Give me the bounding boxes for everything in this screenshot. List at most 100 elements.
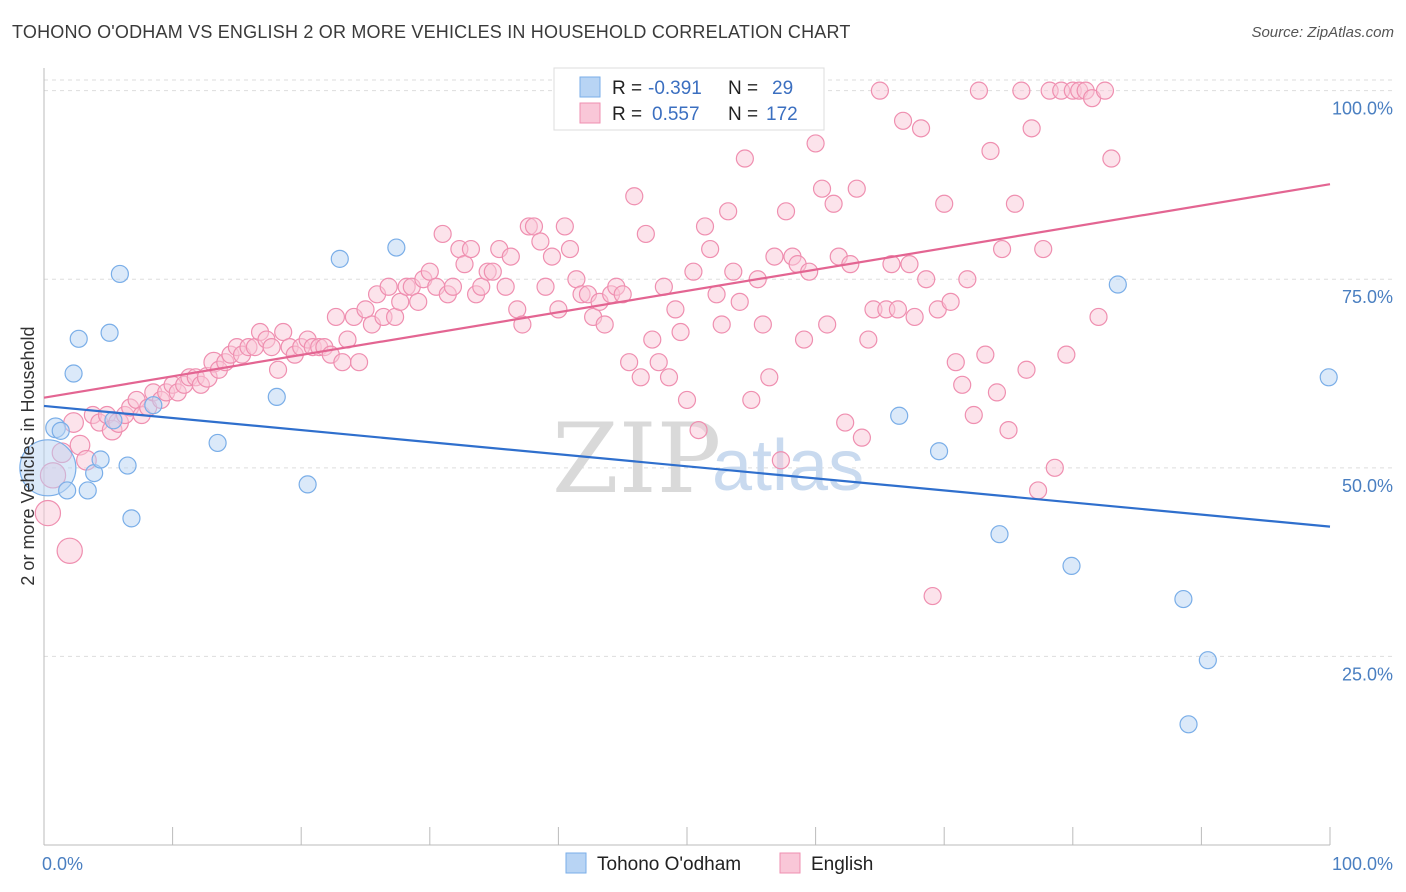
- x-tick-label-max: 100.0%: [1332, 854, 1393, 874]
- y-tick-labels: 25.0% 50.0% 75.0% 100.0%: [1332, 99, 1393, 685]
- english-point-154: [946, 353, 965, 372]
- tohono-point-17: [298, 475, 317, 494]
- english-point-178: [1089, 307, 1108, 327]
- legend-r-label-english: R =: [612, 104, 642, 125]
- english-point-125: [776, 202, 796, 221]
- tohono-point-19: [387, 238, 406, 257]
- english-point-86: [549, 300, 568, 319]
- tohono-point-25: [1174, 589, 1193, 609]
- english-point-143: [882, 255, 901, 274]
- english-point-167: [1022, 119, 1041, 138]
- legend-n-value-english: 172: [766, 104, 798, 125]
- tohono-point-6: [78, 481, 97, 500]
- english-point-141: [870, 81, 890, 100]
- legend-swatch-english: [579, 102, 601, 124]
- tohono-point-27: [1198, 651, 1217, 670]
- english-point-87: [555, 217, 574, 236]
- english-points: [34, 81, 1121, 606]
- english-point-147: [905, 307, 924, 327]
- english-point-161: [987, 383, 1007, 402]
- english-point-114: [712, 315, 731, 334]
- english-point-144: [888, 300, 908, 319]
- x-tick-label-min: 0.0%: [42, 854, 83, 874]
- english-point-165: [1012, 81, 1031, 100]
- english-point-89: [567, 270, 586, 289]
- gridlines: [44, 79, 1392, 657]
- english-point-122: [760, 368, 779, 387]
- english-point-131: [812, 179, 832, 198]
- english-point-38: [268, 360, 288, 379]
- tohono-point-5: [69, 329, 88, 348]
- english-point-180: [1102, 149, 1121, 168]
- legend-r-value-tohono: -0.391: [648, 78, 702, 99]
- english-point-83: [531, 232, 550, 251]
- tohono-point-14: [144, 396, 163, 415]
- english-point-108: [677, 390, 697, 410]
- english-point-150: [923, 586, 942, 606]
- english-point-68: [443, 277, 463, 296]
- english-point-145: [893, 111, 913, 130]
- english-point-73: [472, 277, 491, 296]
- legend-r-label-tohono: R =: [612, 78, 642, 99]
- english-point-169: [1034, 239, 1053, 259]
- tohono-point-12: [118, 456, 137, 475]
- english-point-112: [701, 239, 720, 259]
- english-point-155: [953, 375, 972, 394]
- legend-swatch-tohono: [579, 76, 601, 98]
- legend-r-value-english: 0.557: [652, 104, 700, 125]
- chart-title: TOHONO O'ODHAM VS ENGLISH 2 OR MORE VEHI…: [12, 22, 851, 42]
- english-point-149: [917, 270, 936, 289]
- english-point-118: [735, 149, 754, 168]
- english-point-179: [1095, 81, 1115, 100]
- series-legend-label-tohono: Tohono O'odham: [597, 854, 741, 875]
- english-point-71: [461, 239, 481, 259]
- english-point-135: [836, 413, 855, 432]
- english-point-158: [969, 81, 989, 100]
- tohono-point-3: [58, 481, 77, 500]
- english-point-116: [724, 262, 743, 281]
- english-point-98: [620, 353, 639, 372]
- tohono-point-11: [110, 264, 129, 284]
- english-point-121: [753, 315, 772, 334]
- tohono-point-26: [1179, 715, 1198, 734]
- legend-n-value-tohono: 29: [772, 78, 793, 99]
- legend-n-label-english: N =: [728, 104, 758, 125]
- english-point-171: [1045, 458, 1064, 477]
- y-tick-label-75: 75.0%: [1342, 287, 1393, 307]
- english-point-79: [508, 300, 527, 319]
- watermark-zip: ZIP: [552, 403, 721, 515]
- english-point-100: [631, 368, 650, 387]
- english-point-75: [483, 262, 502, 281]
- english-point-62: [409, 292, 428, 311]
- trendlines: [43, 183, 1331, 528]
- english-point-173: [1057, 345, 1076, 364]
- english-point-3: [56, 537, 83, 564]
- english-point-106: [666, 300, 685, 319]
- series-legend: Tohono O'odham English: [565, 852, 873, 875]
- english-point-163: [999, 420, 1018, 440]
- english-point-82: [524, 217, 544, 236]
- english-point-113: [707, 285, 726, 304]
- series-legend-swatch-tohono: [565, 852, 587, 874]
- english-point-103: [649, 353, 668, 372]
- english-point-88: [560, 239, 580, 259]
- series-legend-label-english: English: [811, 854, 873, 875]
- y-tick-label-50: 50.0%: [1342, 476, 1393, 496]
- tohono-point-23: [1062, 556, 1081, 575]
- english-point-97: [613, 285, 632, 304]
- english-point-138: [852, 428, 871, 447]
- english-point-139: [859, 330, 878, 349]
- english-point-53: [356, 300, 375, 319]
- english-point-48: [326, 307, 346, 327]
- legend-n-label-tohono: N =: [728, 78, 758, 99]
- english-point-152: [935, 194, 954, 213]
- tohono-point-10: [104, 411, 123, 430]
- tohono-point-4: [64, 364, 83, 383]
- tohono-points: [19, 238, 1338, 734]
- y-axis-title: 2 or more Vehicles in Household: [18, 326, 38, 585]
- english-point-99: [625, 187, 644, 206]
- tohono-point-2: [51, 421, 70, 440]
- y-tick-label-25: 25.0%: [1342, 664, 1393, 684]
- english-point-148: [911, 119, 931, 138]
- tohono-point-16: [267, 387, 286, 407]
